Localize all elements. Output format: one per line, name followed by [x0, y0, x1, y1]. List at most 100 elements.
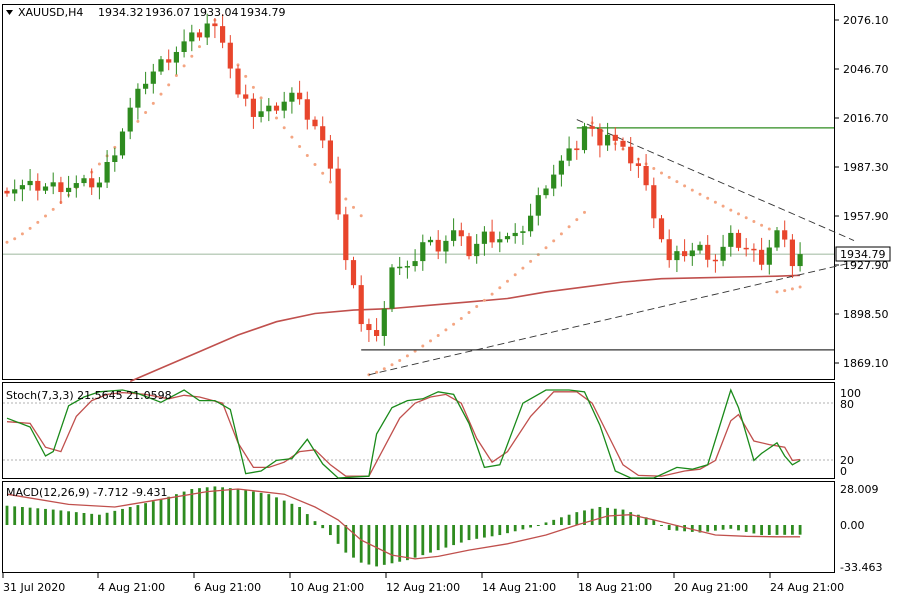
macd-histogram-bar: [190, 489, 194, 525]
sar-dot: [459, 316, 463, 320]
candle-body: [705, 244, 711, 260]
macd-histogram-bar: [252, 491, 255, 525]
sar-dot: [744, 216, 748, 220]
candle-body: [258, 111, 264, 117]
macd-histogram-bar: [205, 487, 209, 525]
sar-dot: [444, 328, 448, 332]
macd-histogram-bar: [621, 509, 625, 525]
candle-body: [158, 59, 164, 72]
time-label: 6 Aug 21:00: [194, 581, 261, 594]
macd-signal-line: [6, 488, 801, 560]
candle-body: [358, 285, 364, 325]
candle-body: [189, 32, 195, 42]
sar-dot: [567, 225, 571, 229]
macd-histogram-bar: [336, 525, 340, 544]
sar-dot: [798, 285, 802, 289]
symbol-label: XAUUSD,H4: [18, 6, 83, 19]
candle-body: [458, 230, 464, 237]
candle-body: [466, 236, 472, 257]
candle-body: [150, 71, 156, 84]
macd-histogram-bar: [175, 494, 178, 525]
macd-histogram-bar: [267, 494, 271, 525]
candle-body: [104, 162, 110, 183]
macd-histogram-bar: [82, 513, 86, 525]
macd-histogram-bar: [413, 525, 417, 558]
sar-dot: [767, 227, 771, 231]
macd-histogram-bar: [544, 522, 548, 525]
macd-layer: [5, 486, 802, 567]
chart-menu-arrow-icon[interactable]: [6, 10, 13, 15]
candle-body: [481, 231, 487, 244]
candle-body: [682, 251, 688, 257]
candle-body: [81, 178, 87, 184]
sar-dot: [298, 144, 302, 148]
macd-histogram-bar: [644, 517, 648, 525]
sar-dot: [251, 85, 255, 89]
sar-dot: [467, 311, 471, 315]
macd-histogram-bar: [490, 525, 494, 537]
candle-body: [774, 230, 780, 248]
sar-dot: [498, 286, 502, 290]
candle-body: [227, 42, 233, 69]
sar-dot: [660, 171, 663, 175]
candle-body: [35, 180, 41, 191]
macd-histogram-bar: [575, 512, 579, 525]
sar-dot: [159, 92, 163, 96]
sar-dot: [290, 135, 294, 139]
macd-histogram-bar: [429, 525, 432, 553]
macd-histogram-bar: [698, 525, 702, 533]
time-label: 18 Aug 21:00: [578, 581, 652, 594]
candle-body: [204, 23, 210, 38]
macd-histogram-bar: [675, 525, 679, 531]
sar-dot: [167, 83, 171, 87]
time-axis[interactable]: 31 Jul 2020 4 Aug 21:00 6 Aug 21:00 10 A…: [2, 573, 844, 594]
time-label: 12 Aug 21:00: [386, 581, 460, 594]
macd-histogram-bar: [629, 512, 633, 525]
candle-body: [589, 126, 595, 129]
candle-body: [66, 187, 72, 193]
candle-body: [374, 330, 380, 336]
candle-body: [674, 251, 680, 261]
macd-panel[interactable]: [2, 481, 835, 573]
candle-body: [404, 266, 410, 268]
macd-histogram-bar: [74, 512, 78, 525]
macd-histogram-bar: [44, 508, 47, 525]
stoch-level-label: 0: [840, 465, 847, 478]
candle-body: [312, 119, 318, 127]
candle-body: [250, 98, 256, 117]
macd-histogram-bar: [667, 525, 671, 531]
price-label: 2076.10: [843, 14, 889, 27]
candles-layer: [4, 13, 803, 346]
sar-dot: [721, 204, 725, 208]
price-label: 1898.50: [843, 308, 889, 321]
macd-histogram-bar: [521, 525, 525, 530]
macd-histogram-bar: [275, 497, 278, 525]
candle-body: [597, 128, 603, 146]
candle-body: [173, 51, 179, 63]
macd-histogram-bar: [760, 525, 763, 536]
macd-level-label: -33.463: [840, 561, 882, 574]
macd-histogram-bar: [290, 503, 294, 525]
sar-dot: [97, 162, 101, 166]
triangle-upper-trendline: [576, 119, 855, 241]
macd-histogram-bar: [59, 510, 63, 525]
candle-body: [212, 23, 218, 27]
macd-histogram-bar: [359, 525, 363, 563]
candle-body: [766, 247, 772, 265]
sar-dot: [421, 344, 425, 348]
candle-body: [220, 26, 226, 43]
candle-body: [320, 126, 326, 141]
sar-dot: [151, 101, 155, 105]
sar-dot: [752, 220, 756, 224]
candle-body: [451, 230, 457, 241]
main-price-panel[interactable]: [2, 4, 835, 380]
macd-histogram-bar: [798, 525, 802, 535]
candle-body: [427, 239, 434, 243]
candle-body: [389, 267, 395, 309]
stochastic-panel[interactable]: [2, 382, 835, 479]
price-scale[interactable]: 2076.10 2046.70 2016.70 1987.30 1957.90 …: [834, 14, 889, 370]
macd-histogram-bar: [690, 525, 694, 532]
candle-body: [89, 178, 95, 188]
sar-dot: [783, 289, 787, 293]
